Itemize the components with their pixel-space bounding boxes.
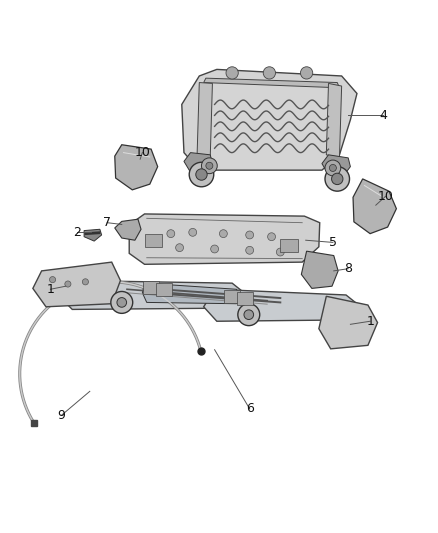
Polygon shape <box>129 214 320 264</box>
Polygon shape <box>156 283 172 296</box>
Polygon shape <box>197 83 212 157</box>
Text: 1: 1 <box>366 315 374 328</box>
Polygon shape <box>280 239 298 252</box>
Polygon shape <box>84 229 102 241</box>
Circle shape <box>201 158 217 174</box>
Polygon shape <box>224 290 240 303</box>
Circle shape <box>82 279 88 285</box>
Circle shape <box>329 165 336 172</box>
Circle shape <box>206 162 213 169</box>
Circle shape <box>167 230 175 238</box>
Circle shape <box>49 277 56 282</box>
Polygon shape <box>59 280 243 310</box>
Circle shape <box>244 310 254 319</box>
Circle shape <box>263 67 276 79</box>
Text: 10: 10 <box>134 146 150 159</box>
Polygon shape <box>326 84 342 158</box>
Circle shape <box>226 67 238 79</box>
Circle shape <box>276 248 284 256</box>
Circle shape <box>219 230 227 238</box>
Polygon shape <box>322 155 350 175</box>
Circle shape <box>268 233 276 241</box>
Text: 6: 6 <box>246 402 254 415</box>
Polygon shape <box>204 78 339 88</box>
Polygon shape <box>353 179 396 233</box>
Circle shape <box>211 245 219 253</box>
Circle shape <box>189 162 214 187</box>
Text: 7: 7 <box>103 216 111 229</box>
Circle shape <box>325 167 350 191</box>
Text: 8: 8 <box>344 262 352 275</box>
Circle shape <box>65 281 71 287</box>
Circle shape <box>238 304 260 326</box>
Polygon shape <box>145 233 162 247</box>
Circle shape <box>189 229 197 236</box>
Polygon shape <box>33 262 120 307</box>
Circle shape <box>111 292 133 313</box>
Circle shape <box>325 160 341 176</box>
Circle shape <box>196 169 207 180</box>
Text: 10: 10 <box>378 190 393 203</box>
Circle shape <box>176 244 184 252</box>
Circle shape <box>117 297 127 307</box>
Text: 9: 9 <box>57 409 65 422</box>
Polygon shape <box>115 219 141 240</box>
Circle shape <box>246 231 254 239</box>
Polygon shape <box>115 145 158 190</box>
Text: 1: 1 <box>46 283 54 296</box>
Circle shape <box>246 246 254 254</box>
Polygon shape <box>319 296 378 349</box>
Circle shape <box>300 67 313 79</box>
Polygon shape <box>237 292 253 305</box>
Polygon shape <box>142 283 239 304</box>
Circle shape <box>332 173 343 184</box>
Text: 5: 5 <box>329 236 337 249</box>
Polygon shape <box>182 69 357 170</box>
Polygon shape <box>301 251 338 288</box>
Text: 2: 2 <box>73 226 81 239</box>
Polygon shape <box>143 281 159 294</box>
Polygon shape <box>184 152 212 172</box>
Polygon shape <box>204 289 357 321</box>
Text: 4: 4 <box>379 109 387 122</box>
